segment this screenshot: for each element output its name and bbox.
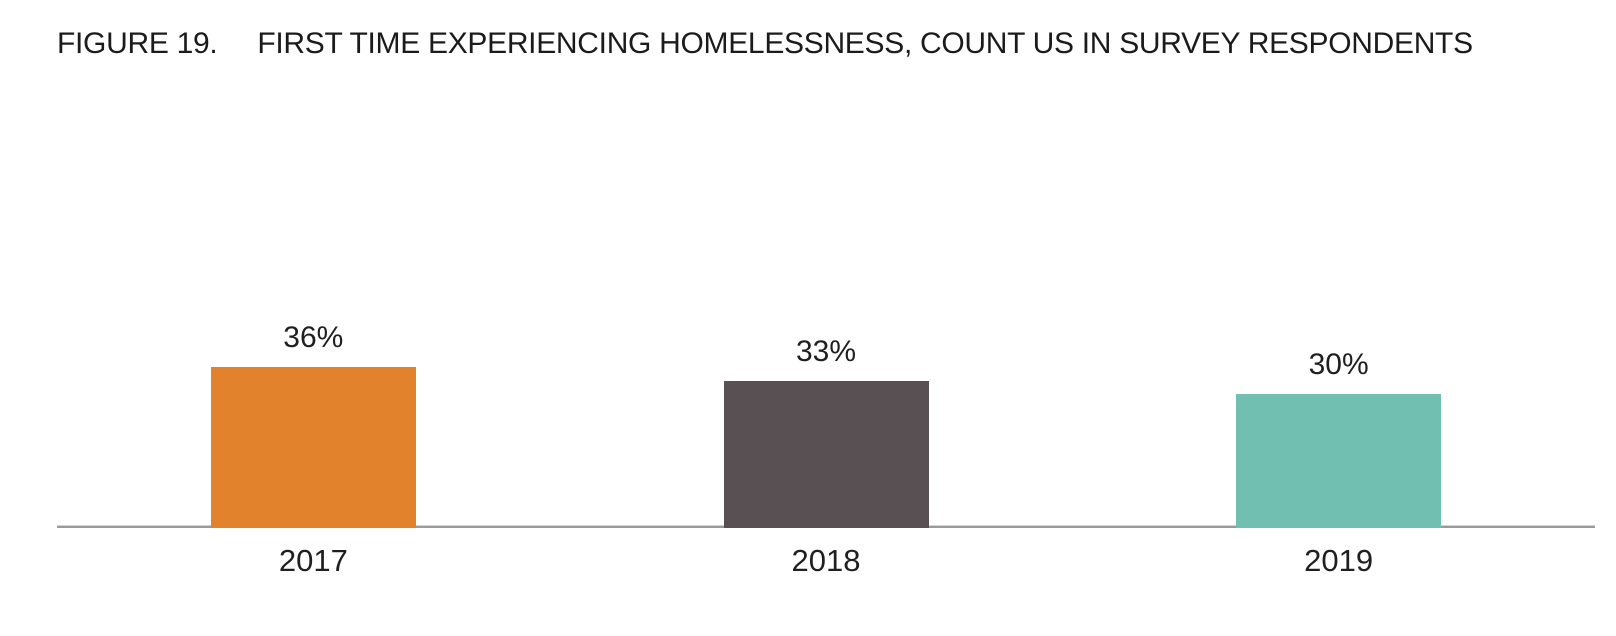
bar-2019 xyxy=(1236,393,1442,528)
figure-number: FIGURE 19. xyxy=(57,27,218,60)
value-label-2017: 36% xyxy=(283,321,344,355)
bar-2018 xyxy=(723,380,929,528)
value-label-2019: 30% xyxy=(1308,347,1369,381)
figure-caption: FIRST TIME EXPERIENCING HOMELESSNESS, CO… xyxy=(257,27,1473,60)
figure-title: FIGURE 19. FIRST TIME EXPERIENCING HOMELE… xyxy=(57,27,1473,61)
category-label-2019: 2019 xyxy=(1304,543,1374,578)
category-label-2018: 2018 xyxy=(791,543,861,578)
category-label-2017: 2017 xyxy=(278,543,348,578)
value-label-2018: 33% xyxy=(795,334,857,368)
bar-2017 xyxy=(210,367,416,528)
